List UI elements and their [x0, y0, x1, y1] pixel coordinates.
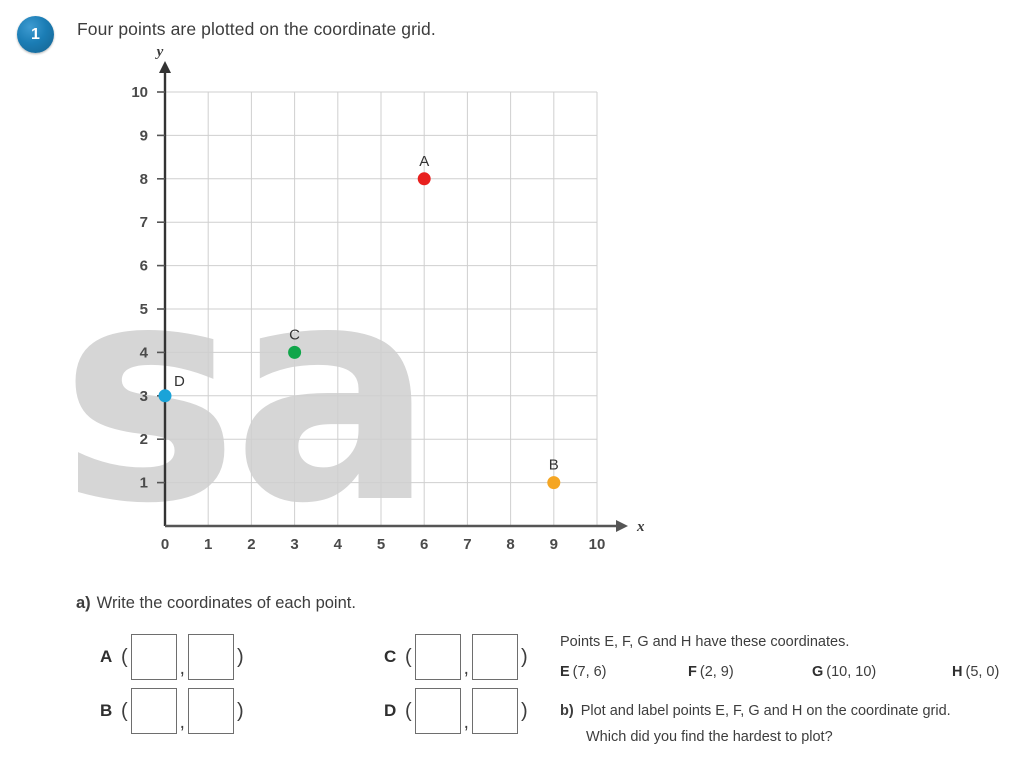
comma: ,	[179, 658, 185, 679]
plotted-point-b: B	[547, 457, 561, 490]
part-a-instruction: a) Write the coordinates of each point.	[76, 594, 356, 613]
svg-text:1: 1	[140, 475, 148, 492]
answer-row-label: B	[100, 701, 113, 720]
given-point-coords: (5, 0)	[965, 664, 1000, 680]
point-marker	[158, 389, 172, 403]
svg-text:y: y	[155, 44, 164, 60]
given-point-coords: (10, 10)	[826, 664, 877, 680]
svg-text:0: 0	[161, 536, 169, 553]
svg-text:3: 3	[290, 536, 298, 553]
plotted-point-c: C	[288, 326, 302, 359]
answer-row-label: C	[384, 647, 397, 666]
svg-text:8: 8	[506, 536, 514, 553]
part-a-marker: a)	[76, 594, 91, 612]
close-paren: )	[236, 699, 244, 722]
given-points-panel: Points E, F, G and H have these coordina…	[560, 634, 1020, 680]
given-point-label: F	[688, 664, 697, 680]
part-a-text: Write the coordinates of each point.	[96, 594, 356, 612]
answer-box-x-c[interactable]	[414, 634, 461, 680]
svg-text:3: 3	[140, 388, 148, 405]
answer-box-y-d[interactable]	[471, 688, 518, 734]
answer-group-ab: A (,) B (,)	[100, 630, 247, 738]
point-label: D	[174, 373, 185, 390]
sample-watermark: sa	[60, 220, 435, 569]
svg-text:4: 4	[140, 344, 149, 361]
svg-text:2: 2	[247, 536, 255, 553]
given-point-label: H	[952, 664, 963, 680]
point-marker	[288, 345, 302, 359]
close-paren: )	[520, 699, 528, 722]
svg-text:4: 4	[334, 536, 343, 553]
answer-box-y-c[interactable]	[471, 634, 518, 680]
comma: ,	[179, 712, 185, 733]
plotted-point-d: D	[158, 373, 185, 403]
question-prompt: Four points are plotted on the coordinat…	[77, 19, 436, 39]
point-label: C	[289, 326, 300, 343]
answer-row-label: D	[384, 701, 397, 720]
svg-text:10: 10	[131, 84, 148, 101]
part-b-line1: Plot and label points E, F, G and H on t…	[580, 703, 951, 719]
answer-box-x-a[interactable]	[130, 634, 177, 680]
part-b-instruction: b) Plot and label points E, F, G and H o…	[560, 703, 1024, 745]
svg-text:5: 5	[140, 301, 148, 318]
answer-row-label: A	[100, 647, 113, 666]
comma: ,	[463, 658, 469, 679]
svg-text:6: 6	[140, 258, 148, 275]
answer-box-x-d[interactable]	[414, 688, 461, 734]
given-point-label: G	[812, 664, 824, 680]
point-marker	[417, 172, 431, 186]
plotted-points: A B C D	[158, 153, 561, 490]
svg-text:1: 1	[204, 536, 212, 553]
answer-row-b: B (,)	[100, 684, 247, 738]
axes: yx	[155, 44, 645, 535]
svg-text:7: 7	[140, 214, 148, 231]
svg-text:10: 10	[589, 536, 606, 553]
given-point-h: H (5, 0)	[952, 664, 999, 680]
tick-labels: 1 2 3 4 5 6 7 8 9 10 0 1 2 3 4 5 6 7 8 9 10	[131, 84, 605, 553]
given-point-coords: (7, 6)	[572, 664, 607, 680]
given-point-coords: (2, 9)	[699, 664, 734, 680]
point-marker	[547, 476, 561, 490]
answer-box-y-a[interactable]	[187, 634, 234, 680]
plotted-point-a: A	[417, 153, 431, 186]
comma: ,	[463, 712, 469, 733]
answer-group-cd: C (,) D (,)	[384, 630, 531, 738]
svg-text:8: 8	[140, 171, 148, 188]
given-point-label: E	[560, 664, 570, 680]
given-points-list: E (7, 6) F (2, 9) G (10, 10) H (5, 0)	[560, 664, 1020, 680]
svg-text:2: 2	[140, 431, 148, 448]
close-paren: )	[520, 645, 528, 668]
point-label: A	[419, 153, 429, 170]
svg-text:9: 9	[140, 127, 148, 144]
open-paren: (	[405, 645, 412, 668]
svg-text:5: 5	[377, 536, 385, 553]
grid-lines	[164, 91, 598, 527]
svg-text:9: 9	[550, 536, 558, 553]
given-point-f: F (2, 9)	[688, 664, 812, 680]
close-paren: )	[236, 645, 244, 668]
question-number-badge: 1	[17, 16, 54, 53]
given-points-intro: Points E, F, G and H have these coordina…	[560, 634, 850, 650]
answer-box-y-b[interactable]	[187, 688, 234, 734]
part-b-marker: b)	[560, 703, 574, 719]
svg-text:6: 6	[420, 536, 428, 553]
open-paren: (	[405, 699, 412, 722]
answer-box-x-b[interactable]	[130, 688, 177, 734]
given-point-e: E (7, 6)	[560, 664, 688, 680]
open-paren: (	[121, 699, 128, 722]
point-label: B	[549, 457, 559, 474]
svg-text:x: x	[636, 519, 645, 535]
answer-row-a: A (,)	[100, 630, 247, 684]
answer-row-d: D (,)	[384, 684, 531, 738]
given-point-g: G (10, 10)	[812, 664, 952, 680]
answer-row-c: C (,)	[384, 630, 531, 684]
part-b-line2: Which did you find the hardest to plot?	[586, 729, 833, 745]
open-paren: (	[121, 645, 128, 668]
svg-text:7: 7	[463, 536, 471, 553]
